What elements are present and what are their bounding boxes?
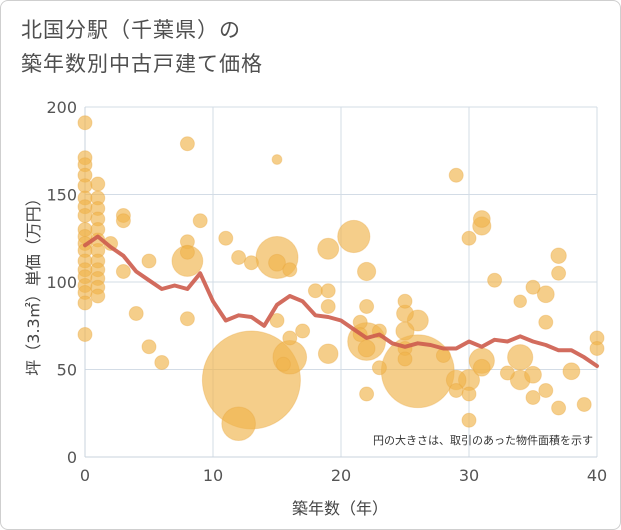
- scatter-point: [282, 330, 298, 346]
- scatter-point: [317, 237, 340, 260]
- scatter-point: [380, 334, 455, 409]
- scatter-point: [357, 339, 376, 358]
- x-tick-label: 30: [459, 466, 479, 485]
- size-legend-note: 円の大きさは、取引のあった物件面積を示す: [373, 433, 593, 447]
- trend-line-series: [83, 234, 599, 368]
- scatter-point: [90, 288, 106, 304]
- scatter-point: [397, 351, 413, 367]
- y-tick-label: 0: [67, 448, 77, 467]
- scatter-point: [115, 264, 131, 279]
- scatter-point: [243, 255, 259, 271]
- scatter-point: [499, 365, 515, 381]
- x-tick-label: 40: [587, 466, 607, 485]
- bubble-series: [77, 115, 605, 442]
- y-tick-label: 150: [46, 186, 77, 205]
- scatter-point: [317, 343, 339, 365]
- scatter-point: [307, 283, 323, 299]
- scatter-point: [507, 344, 534, 371]
- y-tick-label: 100: [46, 273, 77, 292]
- average-price-line: [83, 234, 599, 368]
- scatter-point: [179, 311, 195, 327]
- scatter-point: [524, 365, 542, 384]
- scatter-point: [538, 314, 554, 330]
- scatter-point: [357, 261, 377, 282]
- x-axis-label: 築年数（年）: [292, 499, 388, 518]
- scatter-point: [448, 167, 464, 183]
- scatter-point: [77, 115, 93, 131]
- chart-title: 北国分駅（千葉県）の 築年数別中古戸建て価格: [21, 13, 263, 81]
- axes: 0 10 20 30 40 0 50 100 150 200: [46, 98, 607, 485]
- x-tick-label: 10: [203, 466, 223, 485]
- scatter-point: [77, 208, 93, 223]
- scatter-point: [320, 299, 336, 314]
- y-tick-label: 200: [46, 98, 77, 117]
- scatter-point: [395, 321, 415, 341]
- scatter-point: [513, 294, 528, 309]
- scatter-point: [359, 386, 375, 402]
- scatter-point: [461, 230, 477, 246]
- y-tick-label: 50: [57, 361, 77, 380]
- scatter-point: [128, 306, 144, 321]
- scatter-point: [218, 230, 234, 246]
- scatter-point: [551, 400, 567, 416]
- scatter-point: [192, 213, 208, 229]
- scatter-point: [589, 341, 605, 356]
- scatter-point: [472, 210, 491, 228]
- x-tick-label: 20: [331, 466, 351, 485]
- scatter-point: [576, 397, 592, 412]
- scatter-point: [271, 154, 283, 165]
- scatter-point: [320, 283, 336, 299]
- scatter-point: [461, 412, 477, 428]
- scatter-point: [77, 327, 93, 342]
- chart-title-line1: 北国分駅（千葉県）の: [21, 18, 241, 42]
- scatter-point: [525, 390, 541, 405]
- scatter-point: [562, 362, 581, 381]
- scatter-point: [295, 323, 311, 339]
- scatter-point: [397, 293, 413, 309]
- scatter-point: [337, 219, 371, 254]
- scatter-point: [268, 253, 286, 272]
- scatter-point: [487, 272, 503, 288]
- grid: [84, 106, 598, 458]
- scatter-point: [538, 383, 554, 398]
- scatter-point: [221, 406, 256, 442]
- scatter-point: [179, 136, 195, 152]
- scatter-point: [359, 299, 375, 314]
- scatter-point: [275, 356, 291, 372]
- scatter-point: [141, 253, 157, 269]
- x-tick-label: 0: [80, 466, 90, 485]
- scatter-point: [154, 355, 170, 370]
- scatter-point: [461, 386, 477, 402]
- scatter-point: [550, 247, 567, 264]
- scatter-point: [282, 262, 298, 278]
- scatter-point: [77, 295, 93, 311]
- scatter-point: [551, 265, 567, 281]
- chart-title-line2: 築年数別中古戸建て価格: [21, 52, 263, 76]
- scatter-point: [371, 360, 387, 376]
- scatter-point: [472, 358, 491, 377]
- scatter-point: [90, 176, 106, 192]
- scatter-point: [435, 348, 451, 363]
- scatter-point: [115, 213, 131, 229]
- scatter-point: [269, 313, 285, 328]
- scatter-point: [525, 279, 541, 295]
- scatter-point: [179, 244, 195, 260]
- scatter-point: [231, 250, 247, 265]
- y-axis-label: 坪（3.3㎡）単価（万円）: [24, 190, 43, 375]
- scatter-point: [448, 383, 464, 398]
- scatter-point: [141, 339, 157, 355]
- scatter-point: [536, 285, 555, 304]
